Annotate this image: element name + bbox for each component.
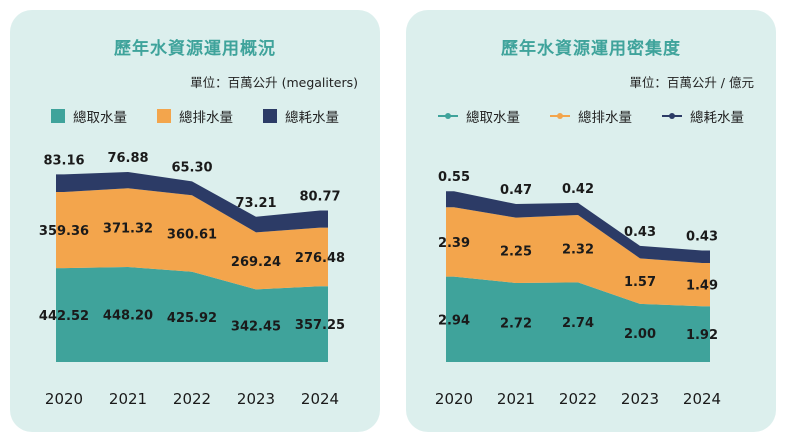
chart-panel-usage: 歷年水資源運用概況 單位：百萬公升 (megaliters) 總取水量 總排水量… (10, 10, 380, 432)
legend-item-withdrawal: 總取水量 (51, 106, 127, 126)
x-tick-label: 2024 (683, 390, 721, 408)
area-series-1 (56, 266, 328, 362)
x-tick-label: 2023 (621, 390, 659, 408)
legend-item-consumption: 總耗水量 (662, 106, 744, 126)
data-label: 360.61 (167, 227, 217, 242)
data-label: 2.74 (562, 316, 594, 331)
legend-swatch (157, 109, 171, 123)
legend: 總取水量 總排水量 總耗水量 (10, 106, 380, 126)
data-label: 2.72 (500, 317, 532, 332)
x-tick-label: 2023 (237, 390, 275, 408)
data-label: 76.88 (107, 151, 148, 166)
data-label: 342.45 (231, 320, 281, 335)
x-tick-label: 2022 (173, 390, 211, 408)
data-label: 73.21 (235, 196, 276, 211)
legend-label: 總排水量 (179, 110, 233, 126)
data-label: 1.49 (686, 279, 718, 294)
legend: 總取水量 總排水量 總耗水量 (406, 106, 776, 126)
legend-label: 總排水量 (578, 110, 632, 126)
legend-marker (438, 109, 458, 123)
x-tick-label: 2020 (435, 390, 473, 408)
unit-label: 單位：百萬公升 / 億元 (629, 75, 754, 90)
data-label: 2.00 (624, 327, 656, 342)
area-series-1 (446, 276, 710, 362)
data-label: 0.47 (500, 183, 532, 198)
legend-marker (550, 109, 570, 123)
chart-panel-intensity: 歷年水資源運用密集度 單位：百萬公升 / 億元 總取水量 總排水量 總耗水量 2… (406, 10, 776, 432)
legend-label: 總耗水量 (285, 110, 339, 126)
stacked-area-chart-intensity: 2.94 2.72 2.74 2.00 1.92 2.39 2.25 2.32 1.57 1.49… (435, 170, 721, 408)
legend-item-discharge: 總排水量 (157, 106, 233, 126)
legend-item-discharge: 總排水量 (550, 106, 632, 126)
legend-marker (662, 109, 682, 123)
data-label: 2.25 (500, 244, 532, 259)
data-label: 0.42 (562, 182, 594, 197)
area-series-3 (446, 191, 710, 263)
legend-swatch (51, 109, 65, 123)
area-series-2 (446, 207, 710, 307)
chart-title: 歷年水資源運用概況 (114, 39, 276, 59)
unit-label: 單位：百萬公升 (megaliters) (190, 75, 358, 90)
legend-label: 總耗水量 (690, 110, 744, 126)
chart-title: 歷年水資源運用密集度 (501, 39, 681, 59)
data-label: 2.39 (438, 236, 470, 251)
x-tick-label: 2021 (109, 390, 147, 408)
legend-item-consumption: 總耗水量 (263, 106, 339, 126)
area-series-2 (56, 188, 328, 290)
data-label: 371.32 (103, 222, 153, 237)
data-label: 359.36 (39, 224, 89, 239)
x-tick-label: 2022 (559, 390, 597, 408)
legend-label: 總取水量 (73, 110, 127, 126)
legend-item-withdrawal: 總取水量 (438, 106, 520, 126)
data-label: 448.20 (103, 308, 153, 323)
data-label: 2.32 (562, 243, 594, 258)
x-tick-label: 2020 (45, 390, 83, 408)
data-label: 65.30 (171, 160, 212, 175)
data-label: 442.52 (39, 309, 89, 324)
data-label: 1.57 (624, 275, 656, 290)
data-label: 0.43 (686, 229, 718, 244)
legend-label: 總取水量 (466, 110, 520, 126)
legend-swatch (263, 109, 277, 123)
x-tick-label: 2021 (497, 390, 535, 408)
data-label: 83.16 (43, 153, 84, 168)
data-label: 1.92 (686, 328, 718, 343)
data-label: 2.94 (438, 313, 470, 328)
stacked-area-chart-usage: 442.52 448.20 425.92 342.45 357.25 359.36 371.… (39, 151, 345, 408)
area-series-3 (56, 171, 328, 233)
data-label: 425.92 (167, 311, 217, 326)
x-tick-label: 2024 (301, 390, 339, 408)
data-label: 276.48 (295, 251, 345, 266)
data-label: 357.25 (295, 318, 345, 333)
data-label: 0.43 (624, 225, 656, 240)
data-label: 0.55 (438, 170, 470, 185)
data-label: 269.24 (231, 255, 281, 270)
data-label: 80.77 (299, 190, 340, 205)
